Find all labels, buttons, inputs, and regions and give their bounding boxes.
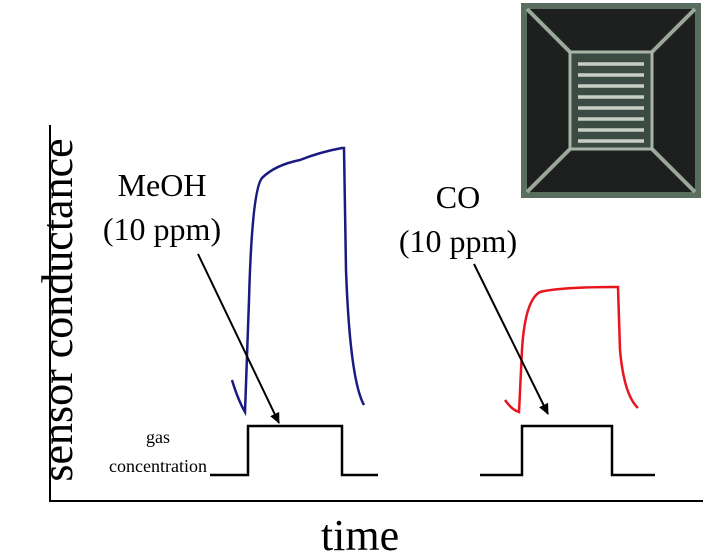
gas-pulse [480,426,655,475]
diagram: time sensor conductance MeOH (10 ppm) CO… [0,0,711,553]
annotation: MeOH [118,167,207,203]
gas-pulse [210,426,378,475]
gas-label: gas [146,427,170,447]
annotation: CO [436,179,480,215]
annotation: (10 ppm) [103,211,221,247]
annotation: (10 ppm) [399,223,517,259]
gas-label: concentration [109,456,207,476]
sensor-image [521,3,701,198]
y-axis-label: sensor conductance [33,138,82,481]
meoh-response [232,148,364,412]
x-axis-label: time [321,511,399,553]
co-response [505,287,638,412]
arrow [474,264,548,414]
